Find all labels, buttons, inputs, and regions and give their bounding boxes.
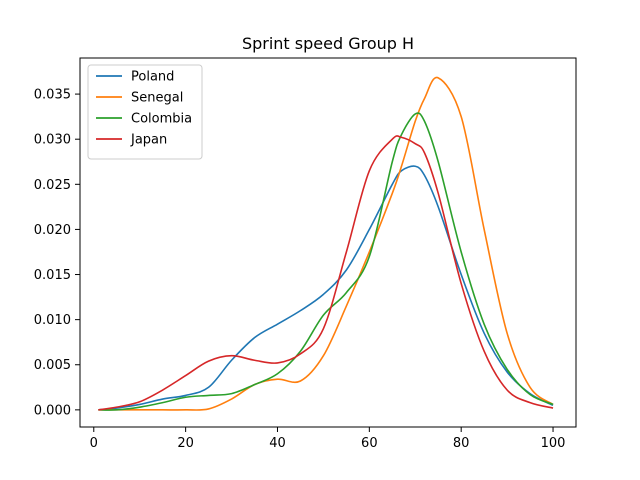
x-tick-label: 40 xyxy=(269,436,286,451)
legend: Poland Senegal Colombia Japan xyxy=(87,64,203,160)
y-tick-label: 0.025 xyxy=(34,178,71,193)
series-line-senegal xyxy=(98,76,554,411)
legend-label: Senegal xyxy=(131,91,183,106)
chart-title: Sprint speed Group H xyxy=(242,34,414,53)
plot-frame xyxy=(79,57,577,428)
y-axis: 0.000 0.005 0.010 0.015 0.020 0.025 0.030 0.035 xyxy=(34,88,80,418)
series-line-colombia xyxy=(98,112,554,411)
x-tick-label: 20 xyxy=(177,436,194,451)
y-tick-label: 0.010 xyxy=(34,313,71,328)
x-axis: 0 20 40 60 80 100 xyxy=(90,427,566,451)
y-tick-label: 0.035 xyxy=(34,88,71,103)
y-tick-label: 0.030 xyxy=(34,133,71,148)
legend-label: Poland xyxy=(131,70,174,85)
x-tick-label: 60 xyxy=(361,436,378,451)
legend-label: Japan xyxy=(130,133,167,148)
y-tick-label: 0.000 xyxy=(34,403,71,418)
legend-box xyxy=(87,64,203,160)
x-tick-label: 100 xyxy=(541,436,566,451)
series-line-poland xyxy=(98,165,554,411)
y-tick-label: 0.015 xyxy=(34,268,71,283)
x-tick-label: 80 xyxy=(453,436,470,451)
series-lines xyxy=(98,76,554,411)
legend-label: Colombia xyxy=(131,112,192,127)
x-tick-label: 0 xyxy=(90,436,98,451)
y-tick-label: 0.020 xyxy=(34,223,71,238)
y-tick-label: 0.005 xyxy=(34,358,71,373)
series-line-japan xyxy=(98,135,554,411)
